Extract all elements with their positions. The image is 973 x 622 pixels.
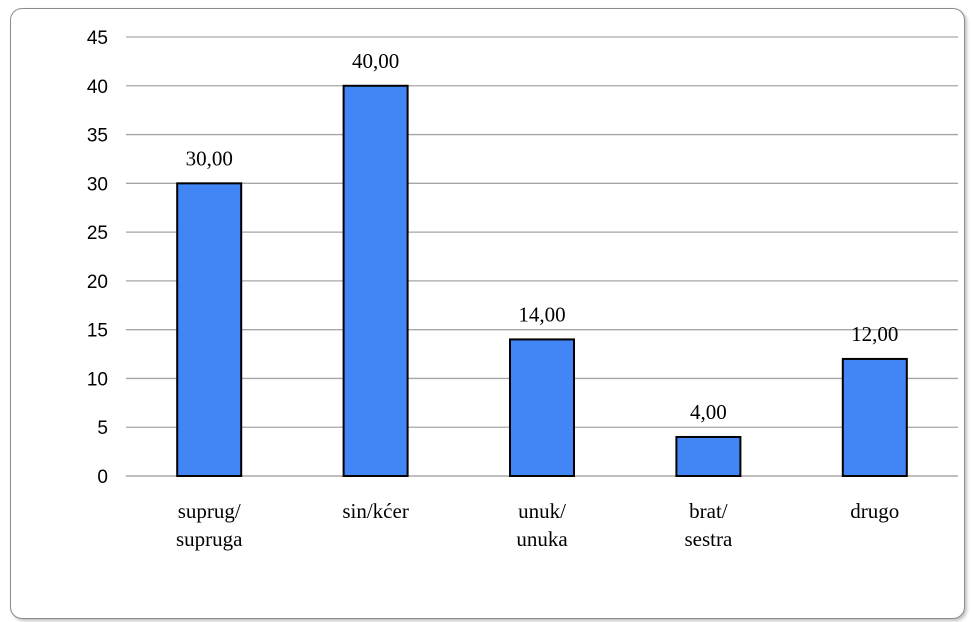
data-labels: 30,00 40,00 14,00 4,00 12,00 [186,49,899,424]
y-tick-label: 40 [87,77,108,98]
gridlines [126,36,958,477]
x-axis-categories: suprug/supruga sin/kćer unuk/unuka brat/ses… [176,499,899,551]
y-tick-label: 35 [87,126,108,147]
data-label: 40,00 [352,49,399,73]
data-label: 30,00 [186,146,233,170]
y-axis-ticks: 0 5 10 15 20 25 30 35 40 45 [87,28,108,488]
bar [675,435,742,478]
bar [509,338,575,477]
y-tick-label: 45 [87,28,108,49]
bar [176,182,243,477]
x-category-label: unuk/unuka [516,499,568,551]
y-tick-label: 30 [87,174,108,195]
x-category-label: suprug/supruga [176,499,243,551]
bars [176,84,908,478]
y-tick-label: 20 [87,272,108,293]
y-tick-label: 10 [87,369,108,390]
data-label: 4,00 [690,400,727,424]
x-category-label: drugo [850,499,899,523]
y-tick-label: 0 [97,467,108,488]
y-tick-label: 5 [97,418,108,439]
bar [841,357,908,477]
data-label: 14,00 [518,302,565,326]
data-label: 12,00 [851,322,898,346]
bar [342,84,409,478]
chart-frame [10,8,965,619]
y-tick-label: 15 [87,321,108,342]
x-category-label: brat/sestra [684,499,732,551]
y-tick-label: 25 [87,223,108,244]
x-category-label: sin/kćer [342,499,408,523]
